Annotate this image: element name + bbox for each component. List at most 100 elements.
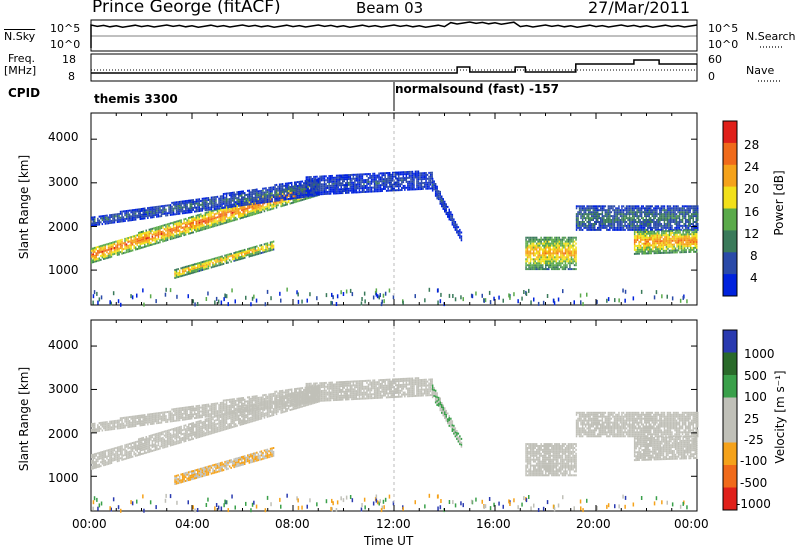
velocity-cell: [91, 467, 93, 470]
velocity-cell: [103, 458, 105, 461]
power-cell: [157, 211, 160, 214]
velocity-cell: [156, 440, 158, 443]
velocity-cell: [314, 390, 317, 393]
power-cell: [307, 182, 309, 185]
power-cell: [244, 202, 246, 204]
velocity-cell: [177, 411, 179, 414]
power-cell: [141, 236, 143, 239]
velocity-cell: [125, 455, 128, 458]
velocity-cell: [277, 396, 279, 399]
power-cell: [256, 198, 258, 201]
power-cell: [289, 186, 291, 188]
velocity-cell: [287, 388, 290, 391]
velocity-cell: [280, 411, 282, 414]
power-cell: [297, 187, 299, 189]
power-cell: [277, 192, 279, 195]
velocity-cell: [147, 421, 149, 424]
velocity-cell: [121, 451, 123, 453]
velocity-cell: [110, 450, 113, 453]
power-cell: [169, 234, 172, 237]
power-cell: [298, 184, 301, 187]
power-cell: [222, 214, 225, 217]
velocity-cell: [307, 398, 309, 401]
power-cell: [203, 214, 205, 217]
power-cell: [294, 195, 296, 198]
velocity-cell: [180, 441, 182, 444]
power-cell: [200, 263, 202, 266]
velocity-cell: [180, 437, 182, 440]
velocity-cell: [177, 409, 179, 412]
velocity-cell: [195, 407, 197, 410]
power-cell: [206, 199, 208, 202]
velocity-cell: [162, 419, 164, 422]
power-cell: [148, 230, 151, 233]
velocity-cell: [195, 421, 197, 424]
power-cell: [224, 254, 226, 257]
velocity-cell: [139, 453, 141, 456]
velocity-cell: [300, 397, 302, 400]
power-cell: [151, 214, 154, 217]
power-cell: [222, 216, 225, 219]
velocity-cell: [166, 420, 169, 423]
velocity-cell: [262, 411, 264, 414]
power-cell: [212, 202, 214, 205]
velocity-cell: [272, 400, 275, 403]
power-cell: [106, 257, 108, 260]
velocity-cell: [184, 438, 187, 440]
power-cell: [191, 218, 193, 221]
velocity-cell: [147, 449, 149, 452]
velocity-cell: [127, 420, 129, 423]
freq-tick-bottom: 8: [68, 70, 75, 83]
velocity-cell: [238, 422, 240, 425]
power-cell: [304, 184, 307, 186]
velocity-cell: [191, 476, 193, 479]
power-cell: [180, 200, 182, 203]
power-cell: [189, 268, 191, 271]
velocity-cell: [271, 455, 273, 458]
power-cell: [203, 224, 205, 227]
power-cell: [251, 193, 254, 196]
power-cell: [110, 245, 113, 248]
velocity-cell: [175, 429, 178, 431]
power-cell: [218, 260, 220, 263]
velocity-cell: [201, 421, 204, 424]
velocity-cell: [110, 456, 113, 459]
velocity-cell: [148, 450, 151, 453]
velocity-cell: [262, 400, 264, 403]
power-cell: [165, 239, 167, 242]
power-cell: [292, 201, 294, 204]
velocity-cell: [313, 382, 315, 385]
velocity-cell: [103, 423, 105, 426]
power-cell: [206, 211, 208, 214]
velocity-cell: [200, 473, 202, 476]
velocity-cell: [175, 415, 178, 418]
velocity-cell: [228, 398, 231, 401]
velocity-cell: [265, 393, 267, 396]
velocity-cell: [248, 461, 251, 464]
power-cell: [130, 238, 132, 241]
velocity-cell: [106, 461, 108, 464]
velocity-cell: [213, 412, 216, 415]
velocity-cell: [227, 427, 229, 430]
velocity-cell: [157, 440, 160, 443]
power-cell: [181, 222, 184, 225]
power-cell: [260, 201, 263, 204]
power-cell: [156, 238, 158, 241]
power-cell: [162, 224, 164, 227]
power-cell: [101, 248, 104, 251]
velocity-cell: [304, 402, 307, 405]
power-cell: [313, 181, 315, 184]
velocity-cell: [119, 425, 122, 428]
velocity-cell: [131, 445, 134, 448]
velocity-cell: [283, 406, 285, 409]
velocity-cell: [275, 398, 278, 401]
velocity-cell: [180, 427, 182, 430]
power-cell: [294, 199, 296, 202]
power-cell: [301, 198, 304, 201]
power-cell: [104, 249, 107, 252]
power-cell: [300, 186, 302, 189]
power-cell: [228, 200, 231, 203]
velocity-cell: [210, 472, 213, 475]
velocity-cell: [234, 409, 237, 412]
power-cell: [236, 253, 238, 256]
